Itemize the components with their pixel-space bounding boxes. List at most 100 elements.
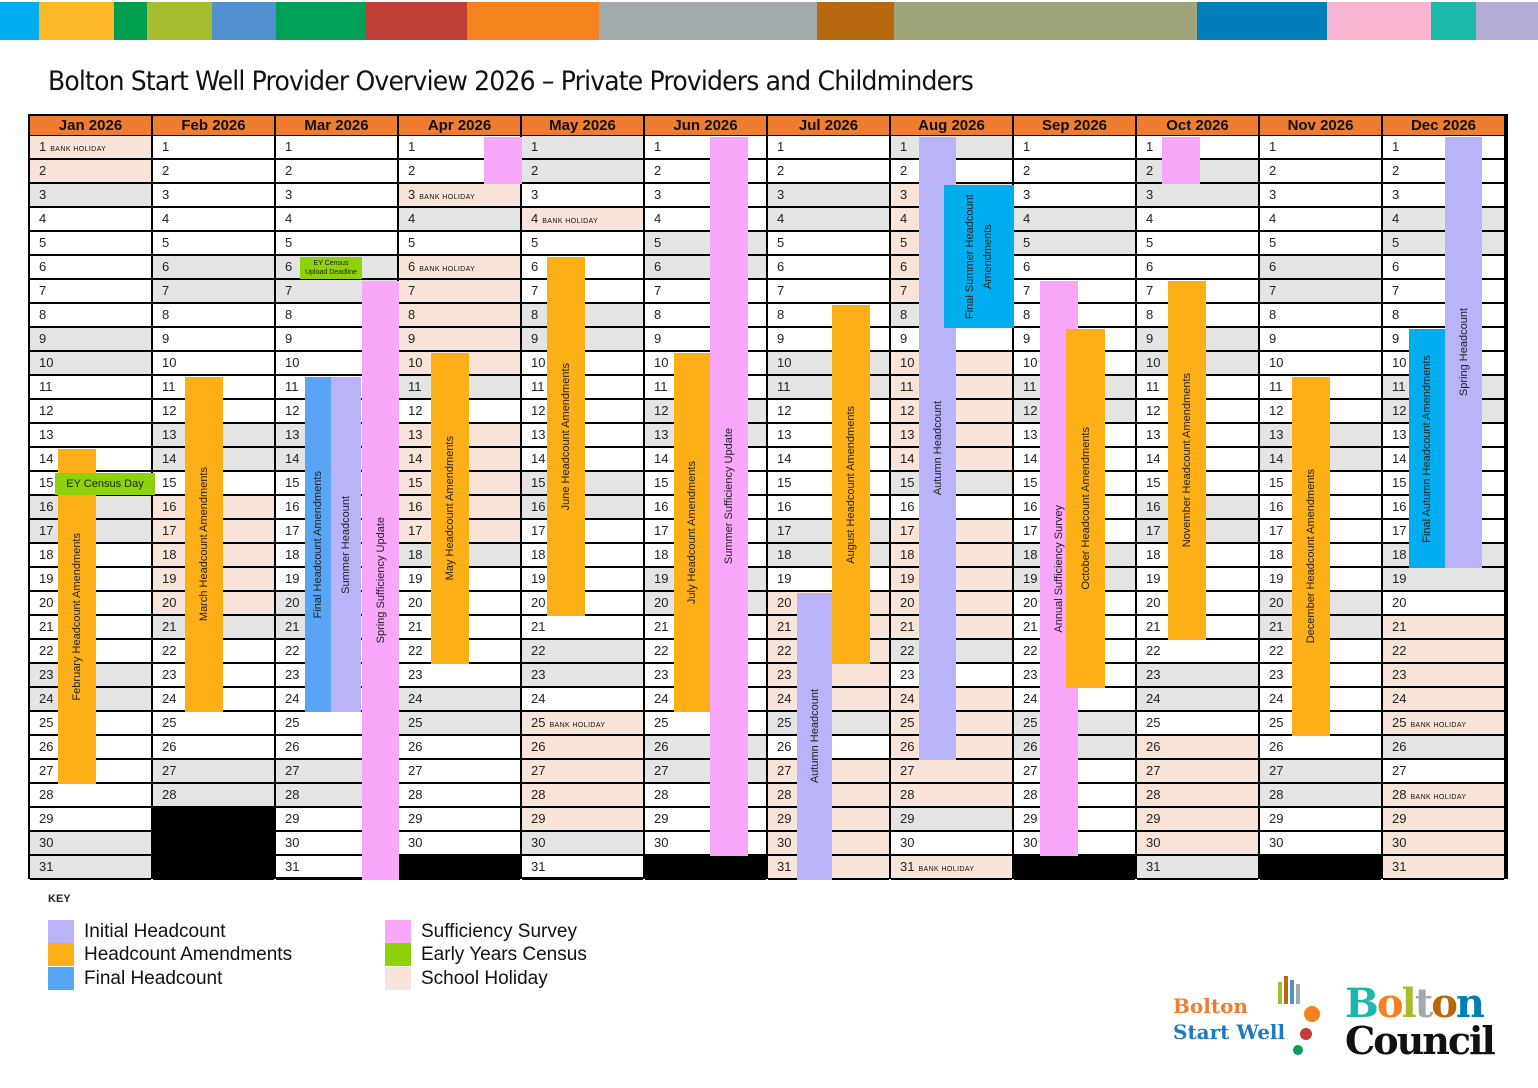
day-number: 2	[1146, 163, 1154, 178]
day-number: 21	[1146, 619, 1161, 634]
day-number: 7	[39, 283, 47, 298]
day-cell: 12	[768, 400, 889, 424]
day-cell: 5	[768, 232, 889, 256]
day-number: 3	[408, 187, 416, 202]
day-number: 21	[531, 619, 546, 634]
day-number: 13	[1146, 427, 1161, 442]
day-number: 24	[1269, 691, 1284, 706]
day-cell: 31	[276, 856, 397, 880]
day-number: 19	[162, 571, 177, 586]
stripe-segment	[1431, 2, 1476, 40]
day-number: 28	[1023, 787, 1038, 802]
day-number: 16	[39, 499, 54, 514]
day-number: 5	[1146, 235, 1154, 250]
day-number: 22	[900, 643, 915, 658]
day-number: 20	[39, 595, 54, 610]
day-cell: 28	[399, 784, 520, 808]
key-label: Headcount Amendments	[84, 943, 293, 965]
day-number: 28	[1392, 787, 1407, 802]
day-number: 6	[654, 259, 662, 274]
day-cell: 9	[276, 328, 397, 352]
day-number: 4	[1269, 211, 1277, 226]
day-number: 6	[1392, 259, 1400, 274]
day-number: 2	[408, 163, 416, 178]
day-cell: 5	[30, 232, 151, 256]
key-item: Final Headcount	[48, 967, 222, 990]
day-number: 7	[654, 283, 662, 298]
day-number: 6	[531, 259, 539, 274]
day-number: 14	[654, 451, 669, 466]
key-label: School Holiday	[421, 967, 548, 989]
day-number: 5	[1023, 235, 1031, 250]
day-cell: 4	[30, 208, 151, 232]
day-number: 17	[39, 523, 54, 538]
event-bar: Final Summer Headcount Amendments	[944, 185, 1014, 328]
event-bar-label: Autumn Headcount	[931, 401, 944, 496]
day-number: 24	[39, 691, 54, 706]
day-number: 21	[1269, 619, 1284, 634]
day-number: 15	[900, 475, 915, 490]
day-number: 24	[408, 691, 423, 706]
day-number: 7	[1269, 283, 1277, 298]
day-cell: 1	[1260, 136, 1381, 160]
day-number: 19	[1392, 571, 1407, 586]
day-number: 4	[1146, 211, 1154, 226]
day-cell: 6	[768, 256, 889, 280]
day-cell: 27	[399, 760, 520, 784]
day-number: 12	[285, 403, 300, 418]
day-cell: 1 BANK HOLIDAY	[30, 136, 151, 160]
day-number: 5	[1269, 235, 1277, 250]
empty-day-cell	[1014, 856, 1135, 880]
empty-day-cell	[153, 808, 274, 832]
day-number: 2	[1392, 163, 1400, 178]
day-cell: 5	[1260, 232, 1381, 256]
day-cell: 26	[153, 736, 274, 760]
day-cell: 29	[1137, 808, 1258, 832]
handprints-icon	[1278, 976, 1320, 1055]
stripe-segment	[276, 2, 366, 40]
key-label: Final Headcount	[84, 967, 223, 989]
day-number: 31	[285, 859, 300, 874]
bank-holiday-label: BANK HOLIDAY	[918, 866, 975, 873]
day-number: 21	[1023, 619, 1038, 634]
day-number: 29	[1023, 811, 1038, 826]
day-number: 10	[285, 355, 300, 370]
day-cell: 2	[768, 160, 889, 184]
day-number: 4	[39, 211, 47, 226]
day-cell: 13	[30, 424, 151, 448]
day-number: 3	[1023, 187, 1031, 202]
day-number: 10	[162, 355, 177, 370]
day-cell: 8	[30, 304, 151, 328]
day-number: 14	[1146, 451, 1161, 466]
day-number: 16	[777, 499, 792, 514]
stripe-segment	[817, 2, 894, 40]
day-number: 21	[1392, 619, 1407, 634]
day-number: 11	[162, 379, 176, 394]
day-number: 15	[408, 475, 423, 490]
day-cell: 24	[399, 688, 520, 712]
day-number: 1	[1146, 139, 1154, 154]
day-number: 19	[900, 571, 915, 586]
day-number: 28	[900, 787, 915, 802]
day-number: 11	[39, 379, 53, 394]
event-bar: August Headcount Amendments	[832, 305, 870, 664]
day-number: 1	[654, 139, 662, 154]
day-number: 17	[285, 523, 300, 538]
day-number: 15	[1023, 475, 1038, 490]
day-number: 9	[777, 331, 785, 346]
day-number: 18	[39, 547, 54, 562]
event-bar-label: October Headcount Amendments	[1079, 427, 1092, 590]
day-cell: 19	[768, 568, 889, 592]
event-bar: EY Census Upload Deadline	[300, 257, 362, 279]
day-cell: 2	[153, 160, 274, 184]
day-number: 9	[162, 331, 170, 346]
day-number: 23	[900, 667, 915, 682]
day-number: 4	[531, 211, 539, 226]
day-number: 1	[285, 139, 293, 154]
day-number: 24	[1023, 691, 1038, 706]
stripe-segment	[1197, 2, 1327, 40]
day-number: 16	[162, 499, 177, 514]
month-header: May 2026	[522, 116, 643, 136]
month-header: Apr 2026	[399, 116, 520, 136]
month-header: Mar 2026	[276, 116, 397, 136]
